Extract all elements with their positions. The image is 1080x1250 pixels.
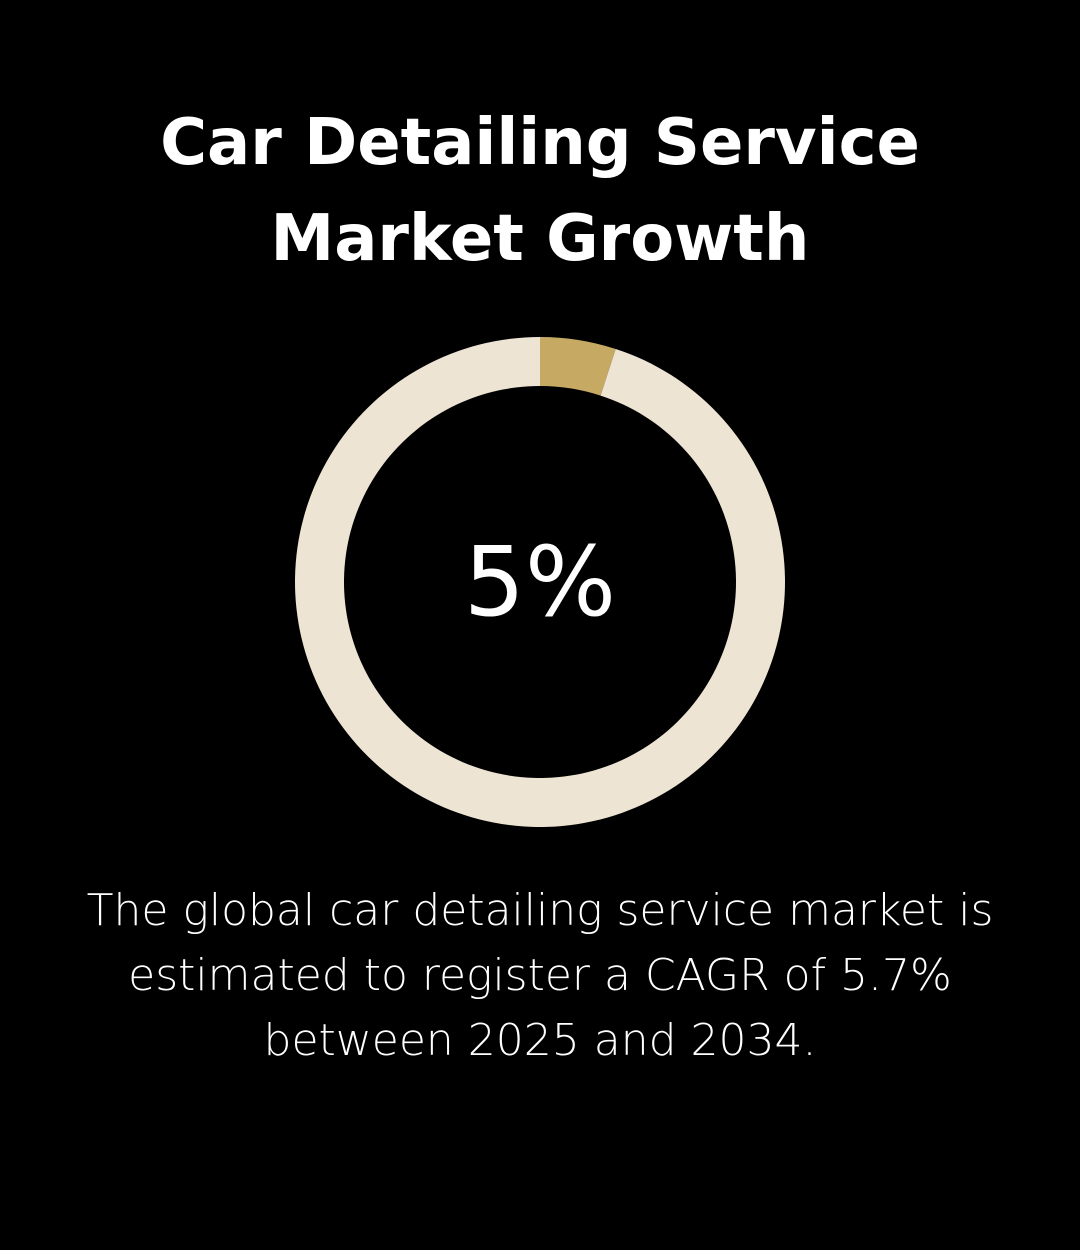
donut-slice-1 <box>540 337 616 396</box>
donut-chart: 5% <box>290 332 790 832</box>
description-text: The global car detailing service market … <box>86 885 994 1066</box>
page-title: Car Detailing Service Market Growth <box>0 95 1080 287</box>
donut-chart-svg <box>295 337 785 827</box>
title-line-1: Car Detailing Service <box>160 106 920 180</box>
donut-center-value: 5% <box>463 526 617 638</box>
title-line-2: Market Growth <box>270 202 810 276</box>
